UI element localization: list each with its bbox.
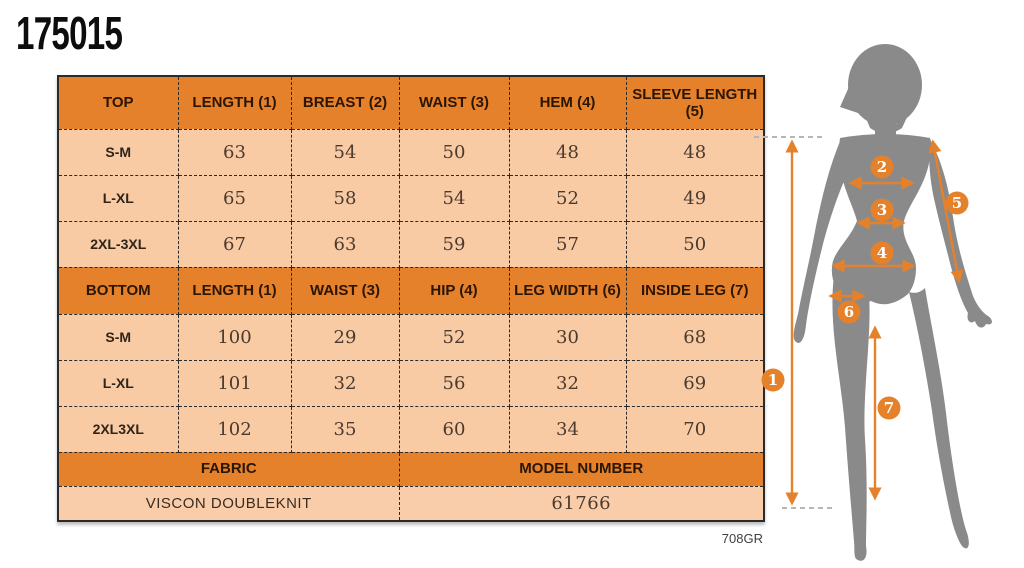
size-chart-table: TOP LENGTH (1) BREAST (2) WAIST (3) HEM … [57,75,765,522]
cell-value: 30 [508,313,627,361]
fabric-header-row: FABRIC MODEL NUMBER [57,451,765,487]
right-leg [909,288,969,549]
cell-value: 63 [290,220,400,268]
cell-value: 69 [625,359,765,407]
cell-value: 57 [508,220,627,268]
svg-text:4: 4 [877,244,887,262]
measurement-arrows [785,139,964,506]
measurement-figure: 1 2 3 4 5 [752,25,1024,568]
col-header: INSIDE LEG (7) [625,266,765,315]
svg-text:6: 6 [844,303,854,321]
measurement-figure-svg: 1 2 3 4 5 [754,44,992,561]
badge-3: 3 [870,198,894,222]
top-header-row: TOP LENGTH (1) BREAST (2) WAIST (3) HEM … [57,75,765,130]
cell-value: 48 [508,128,627,176]
col-header: LENGTH (1) [177,75,292,130]
product-code: 175015 [16,7,123,59]
cell-value: 101 [177,359,292,407]
cell-value: 59 [398,220,510,268]
bottom-section-label: BOTTOM [57,266,179,315]
size-label: 2XL-3XL [57,220,179,268]
col-header: SLEEVE LENGTH (5) [625,75,765,130]
cell-value: 54 [290,128,400,176]
hair-tip [840,71,870,117]
svg-text:2: 2 [877,158,887,176]
table-row: 2XL-3XL 67 63 59 57 50 [57,220,765,268]
cell-value: 60 [398,405,510,453]
col-header: HIP (4) [398,266,510,315]
col-header: WAIST (3) [290,266,400,315]
cell-value: 56 [398,359,510,407]
col-header: WAIST (3) [398,75,510,130]
fabric-header: FABRIC [57,451,400,487]
col-header: HEM (4) [508,75,627,130]
cell-value: 49 [625,174,765,222]
cell-value: 29 [290,313,400,361]
footer-code: 708GR [721,531,763,546]
col-header: LENGTH (1) [177,266,292,315]
cell-value: 58 [290,174,400,222]
cell-value: 63 [177,128,292,176]
fabric-value-row: VISCON DOUBLEKNIT 61766 [57,485,765,522]
table-row: S-M 100 29 52 30 68 [57,313,765,361]
badge-4: 4 [870,241,894,265]
table-row: L-XL 65 58 54 52 49 [57,174,765,222]
cell-value: 52 [508,174,627,222]
cell-value: 32 [290,359,400,407]
svg-text:3: 3 [877,201,887,219]
cell-value: 68 [625,313,765,361]
svg-text:5: 5 [952,194,962,212]
col-header: BREAST (2) [290,75,400,130]
model-number-value: 61766 [398,485,765,522]
size-label: L-XL [57,174,179,222]
table-row: 2XL3XL 102 35 60 34 70 [57,405,765,453]
badge-1: 1 [761,368,785,392]
bottom-header-row: BOTTOM LENGTH (1) WAIST (3) HIP (4) LEG … [57,266,765,315]
cell-value: 48 [625,128,765,176]
svg-text:1: 1 [768,371,778,389]
cell-value: 102 [177,405,292,453]
measurement-badges: 1 2 3 4 5 [761,155,969,420]
col-header: LEG WIDTH (6) [508,266,627,315]
badge-2: 2 [870,155,894,179]
badge-7: 7 [877,396,901,420]
woman-silhouette [793,44,992,561]
size-label: L-XL [57,359,179,407]
table-row: S-M 63 54 50 48 48 [57,128,765,176]
badge-5: 5 [945,191,969,215]
cell-value: 70 [625,405,765,453]
table-row: L-XL 101 32 56 32 69 [57,359,765,407]
size-label: S-M [57,128,179,176]
arrow-sleeve-length-5 [928,139,964,284]
cell-value: 34 [508,405,627,453]
model-number-header: MODEL NUMBER [398,451,765,487]
left-leg [832,275,870,561]
fabric-value: VISCON DOUBLEKNIT [57,485,400,522]
cell-value: 54 [398,174,510,222]
size-label: 2XL3XL [57,405,179,453]
top-section-label: TOP [57,75,179,130]
cell-value: 50 [625,220,765,268]
left-arm [793,139,845,343]
badge-6: 6 [837,300,861,324]
svg-text:7: 7 [884,399,894,417]
cell-value: 35 [290,405,400,453]
cell-value: 32 [508,359,627,407]
cell-value: 67 [177,220,292,268]
cell-value: 50 [398,128,510,176]
cell-value: 100 [177,313,292,361]
cell-value: 52 [398,313,510,361]
cell-value: 65 [177,174,292,222]
size-label: S-M [57,313,179,361]
